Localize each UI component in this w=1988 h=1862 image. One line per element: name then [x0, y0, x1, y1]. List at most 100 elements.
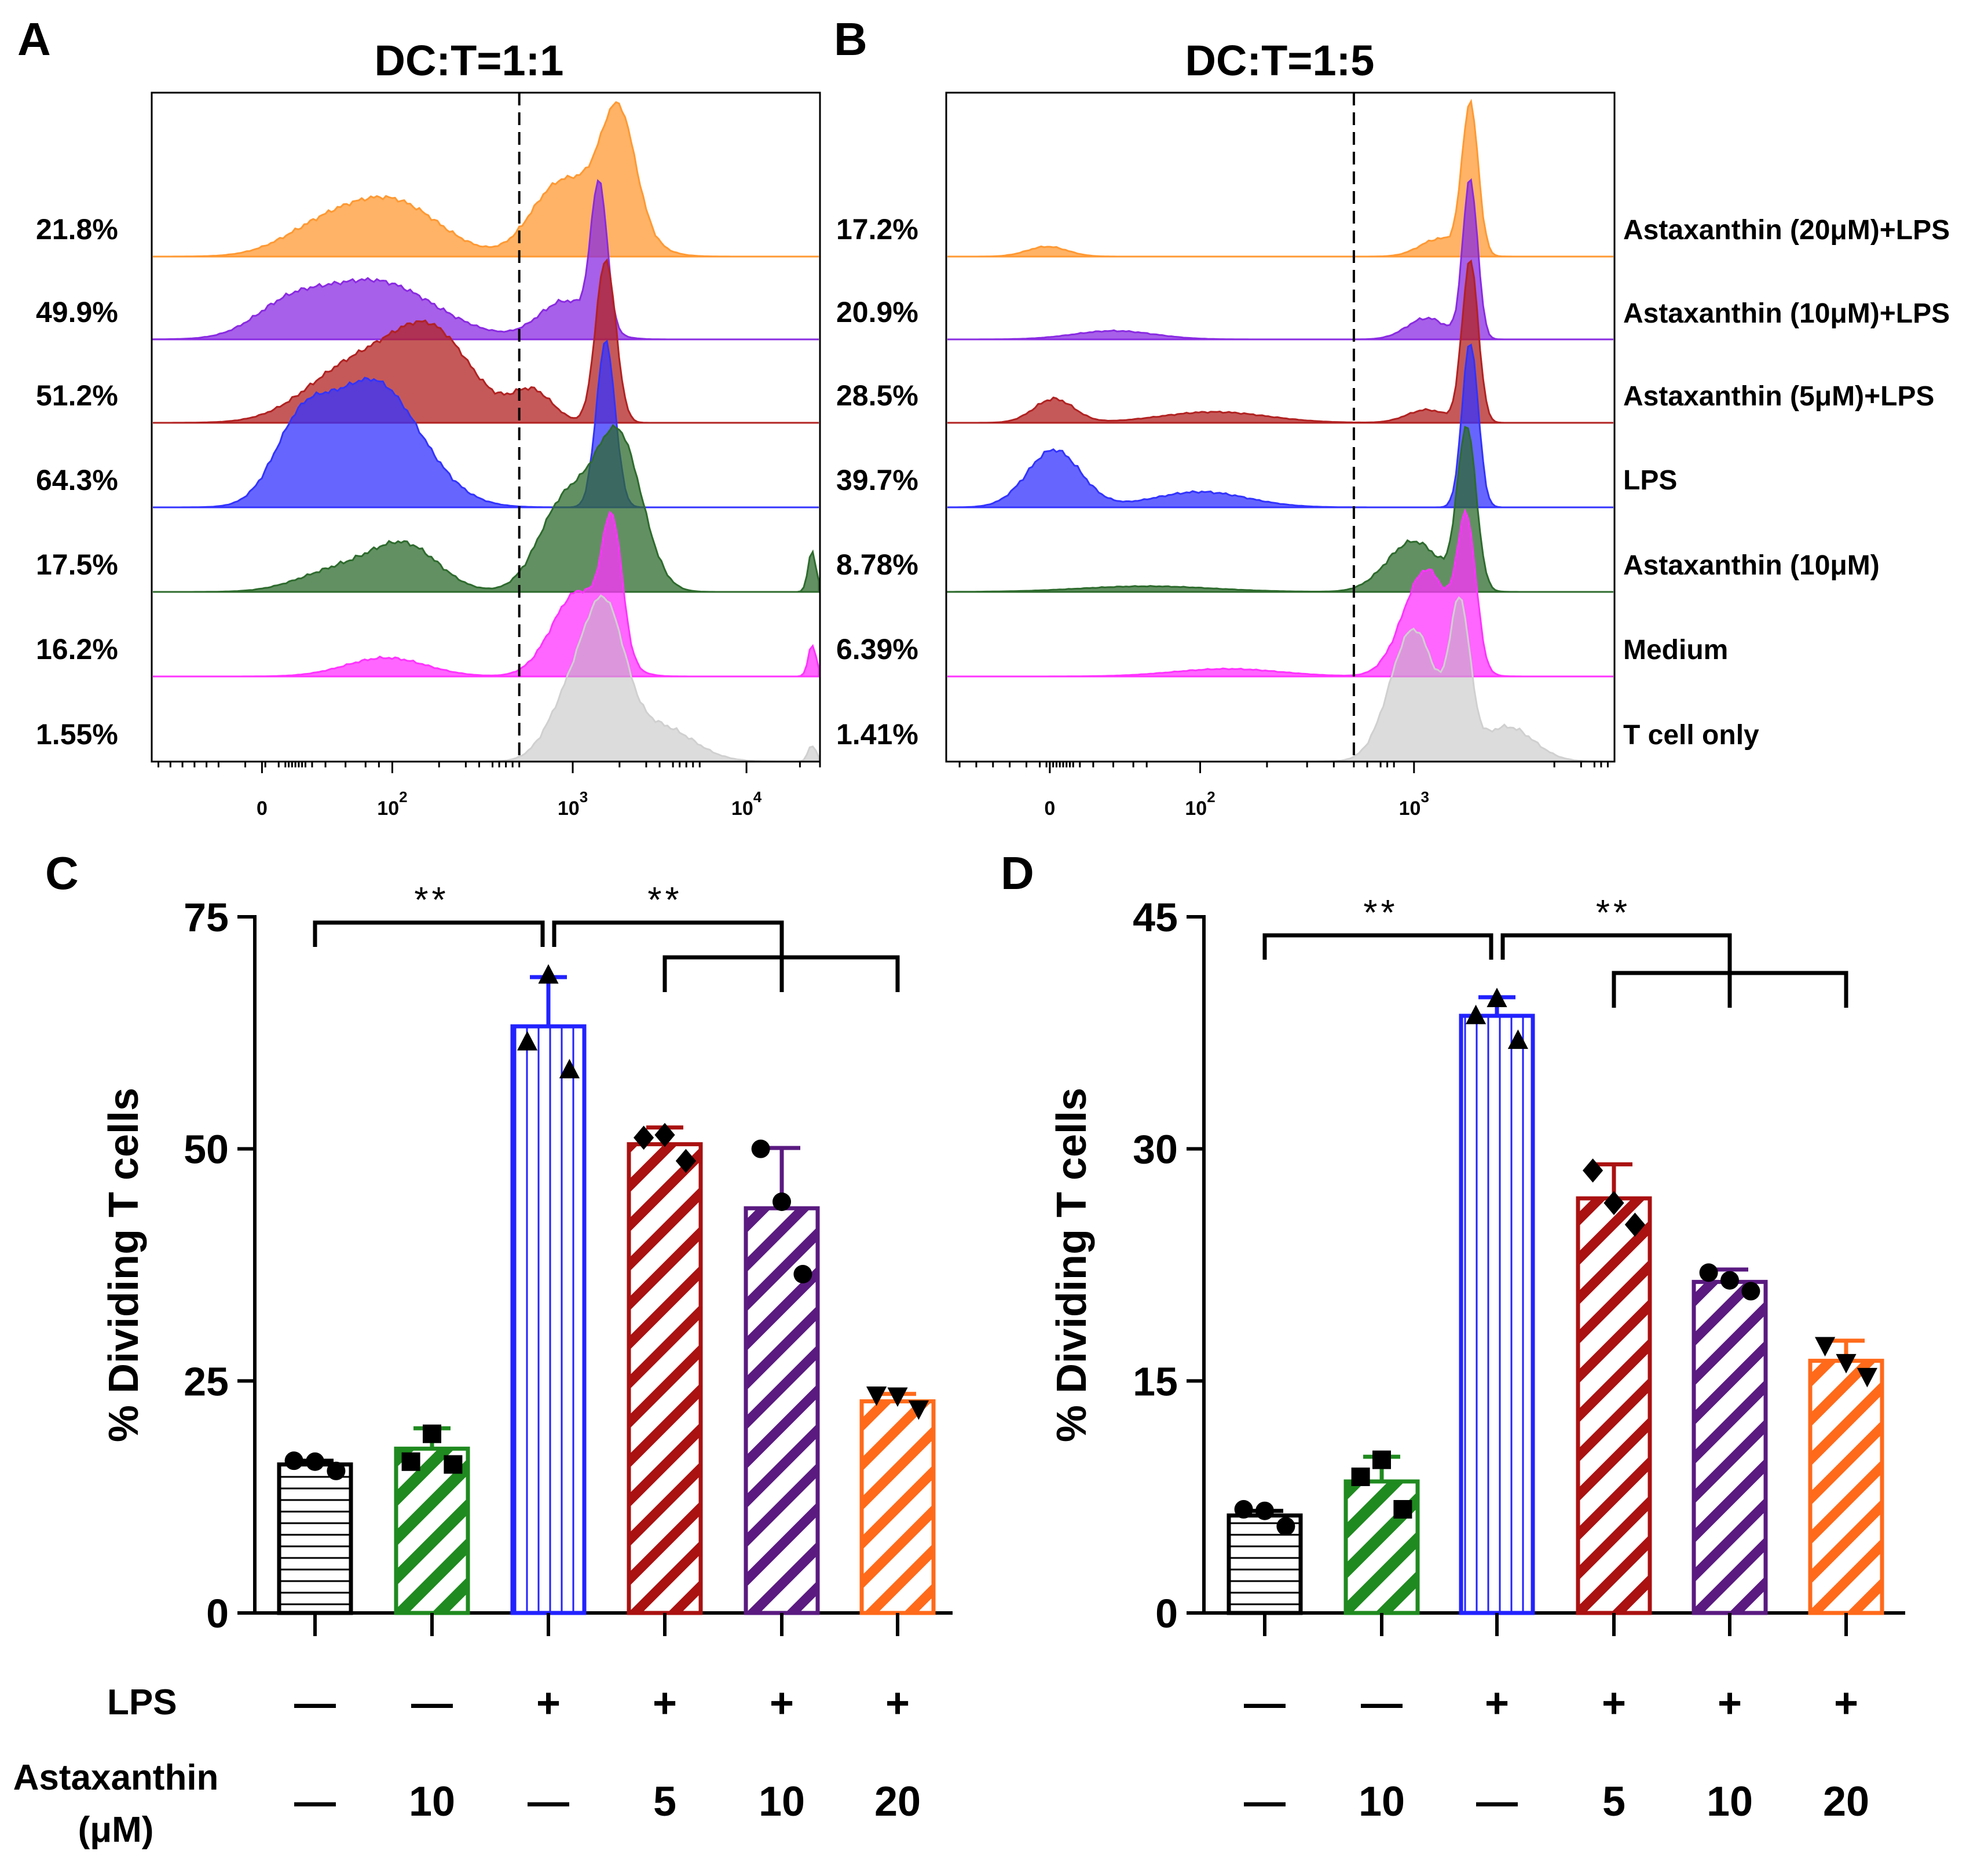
significance-bracket: [1262, 933, 1493, 960]
astaxanthin-condition: —: [1244, 1779, 1286, 1825]
histogram-trace: [946, 426, 1613, 593]
astaxanthin-condition: 10: [759, 1779, 805, 1825]
row-label-lps: LPS: [107, 1682, 177, 1722]
bar: [1576, 1196, 1652, 1615]
bar: [277, 1462, 353, 1615]
dividing-percentage: 1.41%: [836, 718, 918, 751]
data-point: [634, 1125, 654, 1150]
dividing-percentage: 17.5%: [36, 548, 118, 581]
histogram-trace: [947, 98, 1613, 258]
data-point: [1234, 1500, 1253, 1519]
data-point: [1699, 1263, 1718, 1282]
data-point: [559, 1059, 580, 1078]
data-point: [1624, 1212, 1645, 1237]
significance-bracket: [552, 920, 784, 957]
histogram-trace: [153, 594, 820, 763]
plot-frame: [945, 92, 1616, 763]
y-tick-label: 25: [184, 1359, 229, 1404]
data-point: [327, 1461, 346, 1480]
histogram-trace: [153, 424, 820, 593]
lps-condition: +: [1718, 1680, 1742, 1726]
row-label-unit: (μM): [78, 1810, 154, 1850]
lps-condition: +: [536, 1680, 561, 1726]
dividing-percentage: 1.55%: [36, 718, 118, 751]
histogram-trace: [153, 339, 819, 509]
dividing-percentage: 51.2%: [36, 379, 118, 412]
y-tick-label: 15: [1133, 1359, 1178, 1404]
data-point: [1487, 987, 1507, 1007]
data-point: [1351, 1467, 1370, 1486]
x-tick-label: 0: [257, 798, 268, 820]
dividing-percentage: 8.78%: [836, 548, 918, 581]
condition-rows: — — — 10 + — +5 +10 +20 — — — 10 + — +5 +10 +20: [294, 1680, 1869, 1825]
significance-bracket: [1500, 933, 1732, 973]
histogram-trace: [152, 179, 819, 341]
data-point: [1741, 1282, 1760, 1301]
astaxanthin-condition: 10: [1359, 1779, 1405, 1825]
data-point: [1857, 1367, 1877, 1388]
data-point: [1836, 1353, 1857, 1374]
lps-condition: +: [1834, 1680, 1858, 1726]
row-label-astaxanthin: Astaxanthin: [13, 1758, 219, 1798]
astaxanthin-condition: 20: [1823, 1779, 1869, 1825]
y-tick-label: 45: [1133, 895, 1178, 940]
data-point: [1276, 1517, 1295, 1536]
data-point: [866, 1386, 887, 1406]
lps-condition: —: [1244, 1680, 1286, 1726]
astaxanthin-condition: 5: [1602, 1779, 1625, 1825]
data-point: [887, 1387, 908, 1407]
lps-condition: —: [411, 1680, 453, 1726]
data-point: [654, 1122, 675, 1147]
astaxanthin-condition: 20: [874, 1779, 921, 1825]
data-point: [284, 1451, 303, 1470]
histogram-trace: [947, 508, 1613, 678]
x-tick-label: 104: [731, 788, 762, 820]
histogram-panel-b: 17.2% 20.9% 28.5% 39.7% 8.78% 6.39% 1.41% 0 102 1…: [836, 92, 1616, 820]
series-label: Astaxanthin (20μM)+LPS: [1623, 215, 1950, 246]
y-tick-label: 75: [184, 895, 229, 940]
x-tick-label: 102: [377, 788, 407, 820]
data-point: [306, 1452, 324, 1471]
data-point: [1255, 1501, 1274, 1520]
y-tick-label: 0: [206, 1591, 229, 1636]
astaxanthin-condition: —: [528, 1779, 569, 1825]
dividing-percentage: 16.2%: [36, 633, 118, 665]
significance-marker: **: [414, 880, 449, 920]
data-point: [1603, 1191, 1624, 1215]
data-point: [538, 964, 559, 984]
series-label: Astaxanthin (10μM): [1623, 550, 1880, 581]
y-axis-label: % Dividing T cells: [101, 1088, 147, 1442]
panel-b-title: DC:T=1:5: [1185, 36, 1375, 85]
data-point: [908, 1400, 929, 1420]
series-labels: Astaxanthin (20μM)+LPS Astaxanthin (10μM)…: [1623, 215, 1950, 751]
dividing-percentage: 28.5%: [836, 379, 918, 412]
dividing-percentage: 49.9%: [36, 296, 118, 328]
histogram-trace: [947, 178, 1613, 341]
dividing-percentage: 17.2%: [836, 213, 918, 246]
histogram-panel-a: 21.8% 49.9% 51.2% 64.3% 17.5% 16.2% 1.55% 0 102 1…: [36, 92, 821, 820]
significance-marker: **: [1363, 893, 1398, 933]
significance-bracket: [313, 920, 545, 947]
data-point: [1372, 1450, 1391, 1469]
lps-condition: +: [653, 1680, 677, 1726]
data-point: [1720, 1271, 1739, 1290]
astaxanthin-condition: —: [1476, 1779, 1518, 1825]
y-tick-label: 50: [184, 1127, 229, 1172]
bar: [1459, 1014, 1535, 1615]
significance-marker: **: [1596, 893, 1631, 933]
series-label: Medium: [1623, 635, 1728, 665]
astaxanthin-condition: —: [294, 1779, 336, 1825]
bar: [1808, 1359, 1884, 1615]
astaxanthin-condition: 10: [409, 1779, 455, 1825]
data-point: [1583, 1158, 1603, 1183]
histogram-trace: [947, 259, 1613, 424]
data-point: [1815, 1337, 1836, 1357]
bar-panel-d: 0 15 30 45 % Dividing T cells ** **: [1049, 893, 1905, 1636]
histogram-trace: [947, 596, 1613, 763]
dividing-percentage: 6.39%: [836, 633, 918, 665]
lps-condition: —: [1361, 1680, 1403, 1726]
x-tick-label: 0: [1044, 798, 1055, 820]
significance-marker: **: [647, 880, 682, 920]
dividing-percentage: 21.8%: [36, 213, 118, 246]
